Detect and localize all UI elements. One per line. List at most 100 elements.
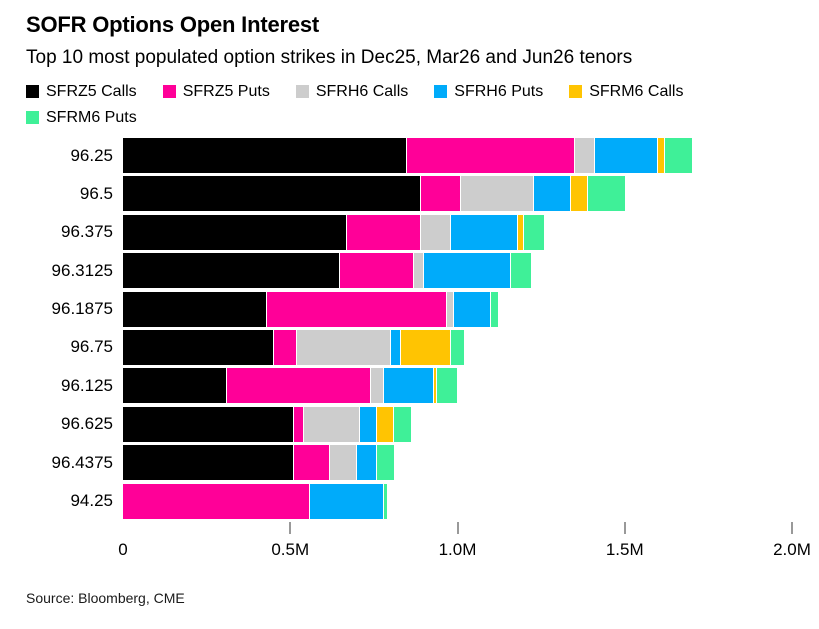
bar-segment	[420, 176, 461, 212]
bar-segment	[571, 176, 588, 212]
y-axis-label: 94.25	[70, 491, 113, 511]
bar-segment	[293, 406, 304, 442]
x-axis-tick-label: 1.5M	[605, 540, 644, 560]
bar-segment	[273, 329, 297, 365]
legend-item: SFRZ5 Calls	[26, 83, 137, 101]
y-axis-label: 96.75	[70, 337, 113, 357]
bar-segment	[437, 368, 458, 404]
bar-segment	[330, 445, 358, 481]
y-axis-label: 96.1875	[51, 299, 113, 319]
bar-segment	[447, 291, 455, 327]
chart-row: 96.625	[26, 405, 793, 443]
bar-segment	[266, 291, 448, 327]
bar-segment	[400, 329, 451, 365]
y-axis-label: 96.125	[61, 375, 113, 395]
stacked-bar	[123, 291, 792, 327]
chart-row: 96.5	[26, 175, 793, 213]
chart-subtitle: Top 10 most populated option strikes in …	[26, 47, 633, 69]
bar-chart: 96.25 96.5 96.375 96.3125 96.1875 96.75 96.125…	[26, 136, 811, 566]
x-axis: 0 0.5M 1.0M 1.5M 2.0M	[118, 520, 811, 566]
bar-segment	[460, 176, 535, 212]
chart-rows: 96.25 96.5 96.375 96.3125 96.1875 96.75 96.125…	[26, 136, 793, 520]
bar-segment	[123, 445, 294, 481]
bar-segment	[390, 329, 401, 365]
bar-segment	[303, 406, 361, 442]
legend-swatch-icon	[434, 85, 448, 99]
stacked-bar	[123, 483, 792, 519]
stacked-bar	[123, 253, 792, 289]
bar-segment	[340, 253, 414, 289]
bar-segment	[424, 253, 511, 289]
y-axis-label: 96.5	[79, 183, 113, 203]
bar-segment	[123, 138, 408, 174]
chart-row: 96.375	[26, 213, 793, 251]
bar-segment	[517, 214, 525, 250]
legend-label: SFRH6 Puts	[454, 83, 544, 101]
chart-row: 96.4375	[26, 443, 793, 481]
chart-row: 96.1875	[26, 290, 793, 328]
legend: SFRZ5 Calls SFRZ5 Puts SFRH6 Calls SFRH6 Pu…	[26, 83, 721, 126]
legend-label: SFRM6 Calls	[589, 83, 684, 101]
bar-segment	[226, 368, 371, 404]
bar-segment	[407, 138, 575, 174]
bar-segment	[296, 329, 391, 365]
x-axis-tick	[623, 522, 626, 535]
bar-segment	[357, 445, 378, 481]
legend-item: SFRM6 Calls	[569, 83, 683, 101]
bar-segment	[524, 214, 545, 250]
bar-segment	[393, 406, 411, 442]
bar-segment	[574, 138, 595, 174]
bar-segment	[414, 253, 425, 289]
bar-segment	[534, 176, 572, 212]
bar-segment	[377, 445, 394, 481]
y-axis-label: 96.625	[61, 414, 113, 434]
y-axis-label: 96.3125	[51, 260, 113, 280]
bar-segment	[383, 368, 435, 404]
bar-segment	[511, 253, 532, 289]
x-axis-tick-label: 2.0M	[773, 540, 811, 560]
x-axis-tick	[289, 522, 292, 535]
bar-segment	[377, 406, 394, 442]
legend-swatch-icon	[26, 111, 39, 125]
stacked-bar	[123, 368, 792, 404]
legend-swatch-icon	[569, 85, 583, 99]
y-axis-label: 96.4375	[51, 452, 113, 472]
bar-segment	[123, 483, 311, 519]
stacked-bar	[123, 445, 792, 481]
stacked-bar	[123, 214, 792, 250]
bar-segment	[587, 176, 625, 212]
bar-segment	[293, 445, 331, 481]
bar-segment	[123, 329, 274, 365]
page-title: SOFR Options Open Interest	[26, 12, 320, 37]
bar-segment	[347, 214, 421, 250]
legend-item: SFRH6 Puts	[434, 83, 543, 101]
bar-segment	[123, 214, 348, 250]
bar-segment	[454, 291, 491, 327]
legend-swatch-icon	[162, 85, 176, 99]
x-axis-tick-label: 0.5M	[271, 540, 310, 560]
legend-swatch-icon	[295, 85, 309, 99]
bar-segment	[434, 368, 438, 404]
stacked-bar	[123, 329, 792, 365]
bar-segment	[383, 483, 388, 519]
chart-row: 96.75	[26, 328, 793, 366]
source-note: Source: Bloomberg, CME	[26, 590, 185, 607]
legend-label: SFRM6 Puts	[46, 108, 137, 126]
bar-segment	[664, 138, 692, 174]
stacked-bar	[123, 406, 792, 442]
bar-segment	[594, 138, 659, 174]
x-axis-tick-label: 0	[118, 540, 128, 560]
stacked-bar	[123, 138, 792, 174]
chart-card: SOFR Options Open Interest Top 10 most p…	[26, 12, 811, 607]
chart-row: 96.3125	[26, 252, 793, 290]
bar-segment	[450, 214, 518, 250]
x-axis-tick-label: 1.0M	[438, 540, 477, 560]
legend-item: SFRM6 Puts	[26, 109, 137, 127]
bar-segment	[450, 329, 465, 365]
legend-label: SFRZ5 Calls	[46, 83, 137, 101]
bar-segment	[123, 291, 267, 327]
stacked-bar	[123, 176, 792, 212]
bar-segment	[310, 483, 384, 519]
bar-segment	[370, 368, 384, 404]
y-axis-label: 96.375	[61, 222, 113, 242]
